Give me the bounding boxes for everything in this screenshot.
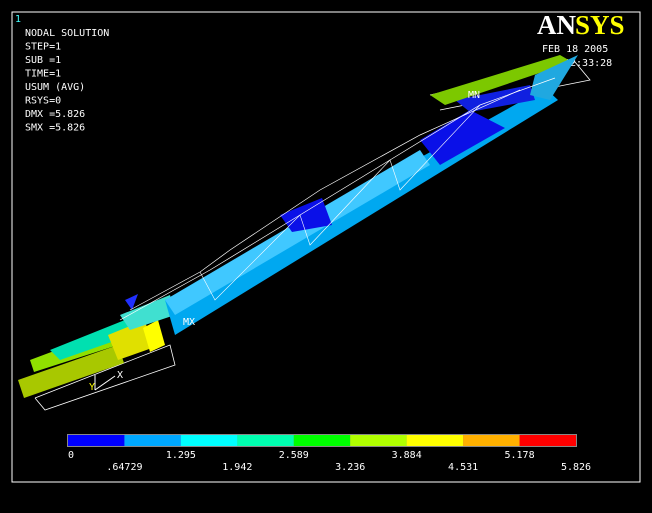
time: 02:33:28 <box>564 58 612 69</box>
legend-label: 5.826 <box>561 462 591 473</box>
legend-swatch <box>124 435 181 446</box>
info-line: SUB =1 <box>25 55 61 66</box>
info-line: TIME=1 <box>25 69 61 80</box>
info-line: RSYS=0 <box>25 96 61 107</box>
logo-sys: SYS <box>575 10 625 40</box>
element <box>18 345 124 398</box>
legend-label: 0 <box>68 450 74 461</box>
min-marker: MN <box>468 90 480 101</box>
wireframe <box>119 77 556 321</box>
legend-label: 4.531 <box>448 462 478 473</box>
info-block: NODAL SOLUTION STEP=1 SUB =1 TIME=1 USUM (AV… <box>25 28 109 134</box>
element <box>455 85 535 112</box>
legend-label: 5.178 <box>505 450 535 461</box>
info-line: STEP=1 <box>25 42 61 53</box>
info-line: NODAL SOLUTION <box>25 28 109 39</box>
model: MX MN Y X <box>18 55 591 411</box>
viewport-frame <box>11 11 641 483</box>
legend-label: 2.589 <box>279 450 309 461</box>
contour-legend: 0 .64729 1.295 1.942 2.589 3.236 3.884 4.531 5.1… <box>67 434 591 473</box>
axis-x-label: X <box>117 370 123 381</box>
window-number: 1 <box>15 14 21 25</box>
legend-swatch <box>463 435 520 446</box>
legend-label: .64729 <box>106 462 142 473</box>
element <box>165 150 430 315</box>
axis-triad <box>94 375 116 391</box>
date: FEB 18 2005 <box>542 44 608 55</box>
legend-swatch <box>237 435 294 446</box>
element <box>50 318 140 360</box>
wireframe <box>129 89 521 311</box>
legend-swatch <box>406 435 464 446</box>
legend-swatch <box>293 435 351 446</box>
undeformed-outline <box>34 344 176 411</box>
element <box>280 198 332 232</box>
legend-swatch <box>350 435 407 446</box>
max-marker: MX <box>183 317 195 328</box>
element <box>420 110 505 165</box>
info-line: DMX =5.826 <box>25 109 85 120</box>
wireframe <box>199 104 481 301</box>
element <box>530 55 578 100</box>
element <box>430 55 572 105</box>
logo-an: AN <box>537 10 576 40</box>
legend-swatch <box>519 435 576 446</box>
element <box>143 320 165 352</box>
info-line: USUM (AVG) <box>25 82 85 93</box>
legend-swatch <box>180 435 238 446</box>
axis-y-label: Y <box>89 382 95 393</box>
legend-label: 1.942 <box>222 462 252 473</box>
legend-swatch <box>68 435 125 446</box>
element <box>120 295 175 330</box>
element <box>108 320 152 360</box>
element <box>125 294 138 310</box>
legend-label: 3.884 <box>392 450 422 461</box>
legend-label: 3.236 <box>335 462 365 473</box>
legend-label: 1.295 <box>166 450 196 461</box>
info-line: SMX =5.826 <box>25 123 85 134</box>
